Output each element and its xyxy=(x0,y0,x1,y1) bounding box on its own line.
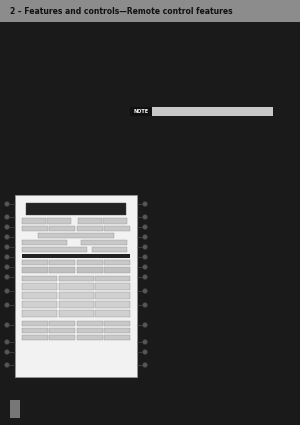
Bar xyxy=(58,276,94,281)
Bar xyxy=(22,301,57,308)
Circle shape xyxy=(4,244,10,249)
Circle shape xyxy=(142,323,148,328)
Bar xyxy=(58,301,94,308)
Bar xyxy=(38,233,114,238)
Bar xyxy=(104,335,130,340)
Circle shape xyxy=(4,275,10,280)
Bar xyxy=(77,226,103,231)
Circle shape xyxy=(142,349,148,354)
Bar xyxy=(50,226,75,231)
Bar xyxy=(103,218,127,224)
Bar xyxy=(22,254,130,258)
Bar xyxy=(78,218,102,224)
Bar xyxy=(104,226,130,231)
Bar xyxy=(58,310,94,317)
Circle shape xyxy=(4,255,10,260)
Circle shape xyxy=(4,340,10,345)
Bar xyxy=(50,321,75,326)
Circle shape xyxy=(4,201,10,207)
Bar xyxy=(0,0,300,22)
Circle shape xyxy=(4,363,10,368)
Bar xyxy=(152,107,273,116)
Bar xyxy=(22,260,48,265)
Circle shape xyxy=(142,289,148,294)
Circle shape xyxy=(142,264,148,269)
Bar xyxy=(26,203,126,215)
Bar xyxy=(50,267,75,273)
Circle shape xyxy=(4,289,10,294)
Circle shape xyxy=(4,349,10,354)
Circle shape xyxy=(142,201,148,207)
Bar xyxy=(22,240,68,245)
Bar xyxy=(77,335,103,340)
Bar xyxy=(104,260,130,265)
Circle shape xyxy=(142,255,148,260)
Bar xyxy=(22,218,46,224)
Bar xyxy=(50,335,75,340)
Bar xyxy=(10,400,20,418)
Bar xyxy=(77,328,103,333)
Circle shape xyxy=(142,363,148,368)
Bar xyxy=(15,195,137,377)
Circle shape xyxy=(142,235,148,240)
Circle shape xyxy=(142,215,148,219)
Bar xyxy=(95,276,130,281)
Bar xyxy=(104,267,130,273)
Bar xyxy=(95,283,130,290)
Circle shape xyxy=(142,303,148,308)
Circle shape xyxy=(4,235,10,240)
Bar xyxy=(22,310,57,317)
Bar xyxy=(77,267,103,273)
Bar xyxy=(58,283,94,290)
Bar xyxy=(104,321,130,326)
Bar xyxy=(47,218,70,224)
Bar xyxy=(22,247,87,252)
Bar xyxy=(22,335,48,340)
Bar xyxy=(22,283,57,290)
Circle shape xyxy=(4,323,10,328)
Bar xyxy=(22,328,48,333)
Bar xyxy=(22,321,48,326)
Circle shape xyxy=(4,224,10,230)
Bar xyxy=(95,292,130,299)
Circle shape xyxy=(142,275,148,280)
Bar xyxy=(58,292,94,299)
Bar xyxy=(22,276,57,281)
Bar xyxy=(22,226,48,231)
Bar xyxy=(22,292,57,299)
Bar xyxy=(104,328,130,333)
Circle shape xyxy=(142,224,148,230)
Text: 2 – Features and controls—Remote control features: 2 – Features and controls—Remote control… xyxy=(10,6,232,15)
Bar xyxy=(50,260,75,265)
Bar xyxy=(130,107,152,116)
Bar xyxy=(81,240,127,245)
Bar xyxy=(22,267,48,273)
Circle shape xyxy=(4,215,10,219)
Text: NOTE: NOTE xyxy=(134,109,148,114)
Bar xyxy=(92,247,127,252)
Circle shape xyxy=(142,244,148,249)
Bar xyxy=(95,301,130,308)
Bar xyxy=(77,321,103,326)
Bar xyxy=(95,310,130,317)
Bar xyxy=(77,260,103,265)
Bar xyxy=(50,328,75,333)
Circle shape xyxy=(4,264,10,269)
Circle shape xyxy=(142,340,148,345)
Circle shape xyxy=(4,303,10,308)
